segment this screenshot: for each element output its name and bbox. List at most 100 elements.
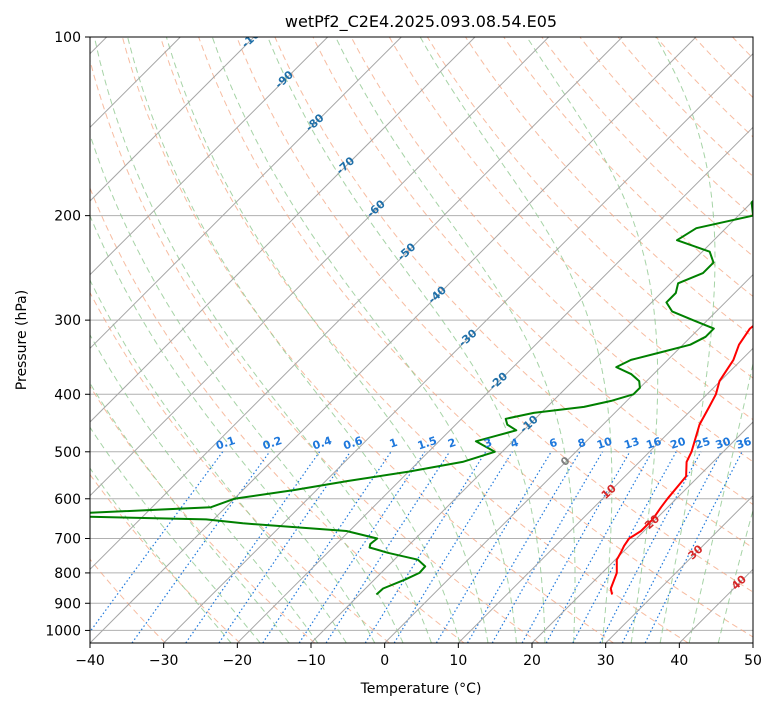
mixing-ratio-label-13: 16 — [645, 435, 664, 452]
isotherm-0 — [384, 273, 753, 643]
mixing-ratio-label-15: 25 — [693, 435, 712, 452]
mixing-ratio-line-9 — [435, 451, 552, 643]
mixing-ratio-label-1: 0.2 — [261, 434, 284, 452]
isotherm-m20 — [236, 126, 753, 643]
background-lines — [90, 37, 775, 643]
dry-adiabat-11 — [274, 37, 753, 549]
x-axis-label: Temperature (°C) — [360, 681, 482, 697]
mixing-ratio-label-8: 4 — [509, 436, 521, 451]
y-tick-label-1: 200 — [54, 209, 81, 225]
dry-adiabat-20 — [617, 37, 753, 178]
y-tick-label-5: 600 — [54, 492, 81, 508]
mixing-ratio-label-0: 0.1 — [214, 434, 237, 452]
x-tick-label-6: 20 — [523, 653, 541, 669]
moist-adiabat-13 — [419, 37, 613, 643]
isotherm-m50 — [90, 37, 623, 571]
mixing-ratio-line-2 — [185, 451, 321, 643]
mixing-ratio-label-7: 3 — [482, 436, 493, 451]
moist-adiabat-9 — [165, 37, 489, 643]
plot-frame — [89, 36, 754, 644]
y-tick-label-2: 300 — [54, 313, 81, 329]
dry-adiabat-10 — [236, 37, 753, 593]
moist-adiabat-2 — [90, 382, 290, 643]
mixing-ratio-label-14: 20 — [669, 435, 688, 452]
y-tick-label-6: 700 — [54, 532, 81, 548]
moist-adiabat-12 — [335, 37, 576, 643]
mixing-ratio-label-2: 0.4 — [311, 434, 334, 452]
mixing-ratio-label-9: 6 — [548, 436, 560, 451]
x-tick-label-9: 50 — [744, 653, 762, 669]
dry-adiabat-2 — [90, 473, 241, 643]
dry-adiabat-14 — [388, 37, 753, 421]
x-tick-label-1: −30 — [149, 653, 179, 669]
moist-adiabat-15 — [655, 37, 716, 643]
mixing-ratio-label-6: 2 — [446, 436, 457, 451]
isotherm-50 — [752, 642, 753, 643]
mixing-ratio-line-1 — [131, 451, 271, 643]
dry-adiabat-8 — [160, 37, 689, 643]
mixing-ratio-label-16: 30 — [714, 435, 733, 452]
dry-adiabat-17 — [503, 37, 753, 298]
dry-adiabat-23 — [732, 37, 753, 59]
y-tick-label-3: 400 — [54, 387, 81, 403]
moist-adiabat-11 — [267, 37, 546, 643]
y-axis-ticks: 100 200 300 400 500 600 700 800 900 1000 — [45, 30, 90, 639]
dry-adiabat-15 — [426, 37, 753, 379]
moist-adiabat-1 — [90, 426, 261, 643]
y-tick-label-8: 900 — [54, 596, 81, 612]
temperature-profile-line — [609, 324, 753, 595]
moist-adiabat-17 — [717, 508, 753, 643]
y-tick-label-9: 1000 — [45, 623, 81, 639]
dry-adiabat-3 — [90, 385, 316, 643]
dry-adiabat-24 — [771, 37, 775, 643]
y-axis-label: Pressure (hPa) — [14, 290, 30, 390]
moist-adiabat-8 — [127, 37, 461, 643]
x-tick-label-8: 40 — [670, 653, 688, 669]
mixing-ratio-line-5 — [298, 451, 426, 643]
isotherm-m10 — [310, 200, 753, 643]
mixing-ratio-line-13 — [545, 451, 653, 643]
dry-adiabat-21 — [655, 37, 753, 138]
x-tick-label-3: −10 — [296, 653, 326, 669]
mixing-ratio-line-14 — [572, 451, 677, 643]
isotherm-m30 — [163, 52, 753, 643]
moist-adiabat-3 — [90, 333, 319, 643]
mixing-ratio-line-6 — [325, 451, 451, 643]
mixing-ratio-line-4 — [262, 451, 392, 643]
line-labels: 0.1 0.2 0.4 0.6 1 1.5 2 3 4 6 8 10 13 16 20 25 30 36-100-… — [214, 37, 754, 593]
isotherm-30 — [605, 494, 753, 643]
dry-adiabat-22 — [693, 37, 753, 99]
y-tick-label-4: 500 — [54, 445, 81, 461]
x-tick-label-5: 10 — [449, 653, 467, 669]
mixing-ratio-line-15 — [599, 451, 702, 643]
mixing-ratio-line-16 — [621, 451, 722, 643]
isotherm-10 — [457, 347, 753, 643]
x-tick-label-0: −40 — [75, 653, 105, 669]
x-tick-label-7: 30 — [597, 653, 615, 669]
dry-adiabat-5 — [90, 186, 465, 643]
moist-adiabat-4 — [90, 279, 347, 643]
isotherm-m70 — [90, 37, 476, 423]
isotherm-m100 — [90, 37, 255, 202]
mixing-ratio-label-10: 8 — [576, 436, 587, 451]
y-tick-label-7: 800 — [54, 566, 81, 582]
mixing-ratio-line-7 — [364, 451, 487, 643]
moist-adiabat-7 — [93, 37, 432, 643]
moist-adiabat-10 — [211, 37, 517, 643]
isotherm-m40 — [90, 37, 697, 643]
dry-adiabat-7 — [121, 37, 614, 643]
moist-adiabat-5 — [90, 214, 376, 643]
dry-adiabat-6 — [90, 58, 540, 643]
mixing-ratio-line-12 — [521, 451, 631, 643]
isotherm-m90 — [90, 37, 329, 276]
mixing-ratio-label-17: 36 — [735, 435, 754, 452]
x-tick-label-4: 0 — [380, 653, 389, 669]
mixing-ratio-line-17 — [644, 451, 743, 643]
mixing-ratio-label-4: 1 — [388, 436, 399, 451]
dry-adiabat-4 — [90, 291, 390, 643]
dry-adiabat-13 — [350, 37, 753, 463]
y-tick-label-0: 100 — [54, 30, 81, 46]
x-axis-ticks: −40 −30 −20 −10 0 10 20 30 40 50 — [75, 643, 762, 669]
mixing-ratio-line-3 — [218, 451, 351, 643]
